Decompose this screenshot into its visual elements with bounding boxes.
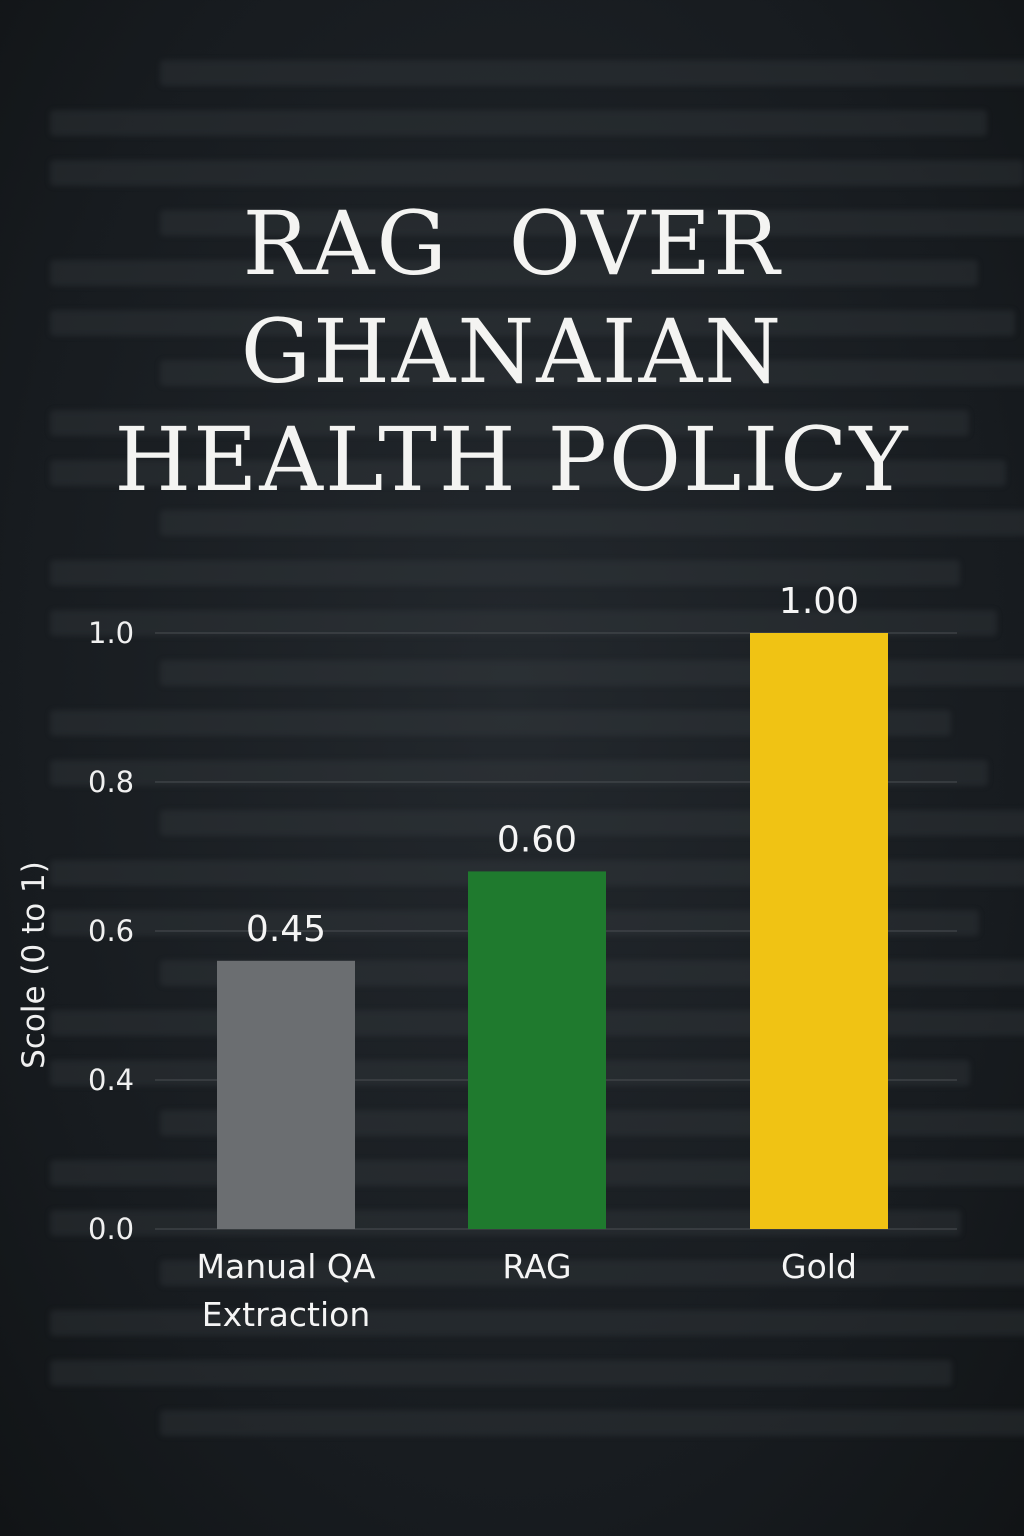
y-tick-label: 1.0 [88, 616, 134, 650]
blurred-text-line [160, 510, 1024, 536]
title-line: HEALTH POLICY [114, 408, 910, 511]
x-tick-label: Gold [781, 1247, 857, 1286]
y-tick-label: 0.0 [88, 1212, 134, 1246]
bar [750, 633, 888, 1229]
blurred-text-line [160, 360, 1024, 386]
poster-title: RAG OVER GHANAIAN HEALTH POLICY [0, 190, 1024, 514]
data-label: 0.45 [246, 909, 326, 950]
blurred-text-line [50, 310, 1015, 336]
y-tick-label: 0.4 [88, 1063, 134, 1097]
blurred-text-line [50, 1310, 1024, 1336]
x-tick-label: Manual QA [197, 1247, 376, 1286]
blurred-text-line [50, 1360, 952, 1386]
y-axis-label: Scole (0 to 1) [16, 861, 52, 1069]
blurred-text-line [50, 560, 960, 586]
blurred-text-line [50, 610, 997, 636]
blurred-text-line [50, 260, 978, 286]
bar [217, 960, 355, 1229]
x-tick-label: Extraction [202, 1295, 370, 1334]
blurred-text-line [50, 460, 1006, 486]
data-label: 1.00 [779, 581, 859, 622]
blurred-text-line [50, 410, 969, 436]
title-line: RAG OVER [242, 192, 782, 295]
bar [468, 871, 606, 1229]
y-tick-label: 0.8 [88, 765, 134, 799]
y-tick-label: 0.6 [88, 914, 134, 948]
blurred-text-line [160, 60, 1024, 86]
data-label: 0.60 [497, 819, 577, 860]
x-tick-label: RAG [502, 1247, 571, 1286]
blurred-text-line [160, 1260, 1024, 1286]
blurred-text-line [160, 1410, 1024, 1436]
blurred-text-line [160, 210, 1024, 236]
title-line: GHANAIAN [240, 300, 784, 403]
blurred-text-line [50, 110, 987, 136]
blurred-text-line [50, 160, 1024, 186]
